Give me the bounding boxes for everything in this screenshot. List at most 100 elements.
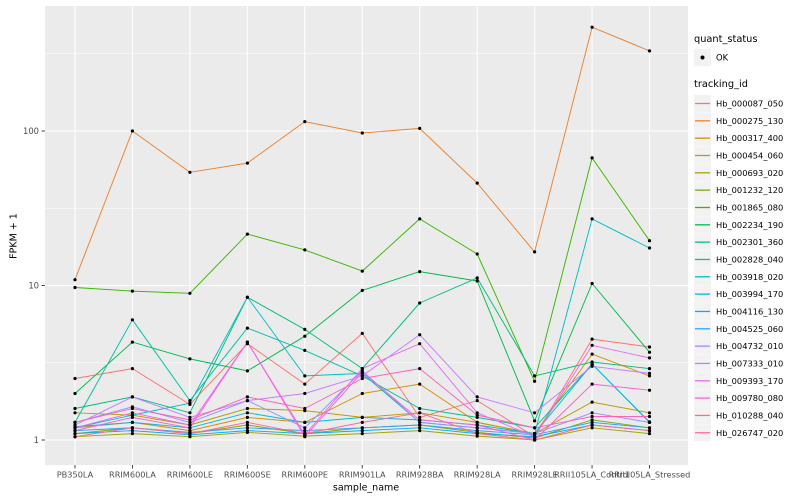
data-point <box>475 429 479 433</box>
data-point <box>475 434 479 438</box>
data-point <box>360 370 364 374</box>
legend-label-Hb_007333_010: Hb_007333_010 <box>716 358 783 368</box>
data-point <box>475 423 479 427</box>
data-point <box>647 356 652 360</box>
data-point <box>245 411 249 415</box>
data-point <box>475 426 479 430</box>
x-tick-label: RRIM928BA <box>396 470 444 480</box>
x-tick-label: RRIM600LA <box>109 470 156 480</box>
data-point <box>73 376 77 381</box>
data-point <box>73 391 77 396</box>
data-point <box>130 395 134 399</box>
data-point <box>590 156 594 160</box>
legend-label-Hb_009393_170: Hb_009393_170 <box>716 376 783 386</box>
data-point <box>647 426 652 430</box>
x-tick-label: RRIM928LA <box>454 470 501 480</box>
data-point <box>533 379 537 383</box>
data-point <box>418 411 422 415</box>
data-point <box>533 374 537 378</box>
data-point <box>360 415 364 419</box>
data-point <box>303 348 307 352</box>
legend-label-Hb_004116_130: Hb_004116_130 <box>716 306 783 316</box>
legend-label-Hb_000317_400: Hb_000317_400 <box>716 133 783 143</box>
data-point <box>647 374 652 378</box>
data-point <box>188 415 192 419</box>
data-point <box>130 406 134 411</box>
legend-label-Hb_002828_040: Hb_002828_040 <box>716 254 783 264</box>
data-point <box>303 120 307 124</box>
data-point <box>245 295 249 299</box>
data-point <box>360 429 364 433</box>
data-point <box>418 423 422 427</box>
x-tick-label: RRIM600SE <box>224 470 271 480</box>
data-point <box>130 289 134 293</box>
data-point <box>73 278 77 282</box>
x-tick-label: RRIM928LE <box>511 470 557 480</box>
data-point <box>130 432 134 436</box>
data-point <box>418 382 422 386</box>
data-point <box>188 401 192 405</box>
data-point <box>418 301 422 305</box>
data-point <box>590 337 594 341</box>
legend-label-Hb_000087_050: Hb_000087_050 <box>716 99 783 109</box>
data-point <box>533 250 537 254</box>
data-point <box>590 281 594 286</box>
data-point <box>475 420 479 424</box>
data-point <box>303 435 307 439</box>
data-point <box>130 318 134 322</box>
data-point <box>245 420 249 424</box>
legend-title-tracking-id: tracking_id <box>694 79 748 90</box>
legend-label-Hb_004732_010: Hb_004732_010 <box>716 341 783 351</box>
data-point <box>533 432 537 436</box>
data-point <box>418 406 422 411</box>
legend-label-Hb_000275_130: Hb_000275_130 <box>716 116 783 126</box>
data-point <box>360 131 364 135</box>
data-point <box>245 429 249 433</box>
legend-label-quant-status: OK <box>716 53 729 63</box>
data-point <box>360 331 364 335</box>
data-point <box>475 252 479 256</box>
data-point <box>303 334 307 338</box>
data-point <box>303 432 307 436</box>
legend-label-Hb_002234_190: Hb_002234_190 <box>716 220 783 230</box>
data-point <box>475 415 479 419</box>
data-point <box>303 420 307 424</box>
data-point <box>188 170 192 174</box>
data-point <box>188 357 192 361</box>
data-point <box>418 126 422 130</box>
data-point <box>303 429 307 433</box>
data-point <box>418 429 422 433</box>
data-point <box>475 395 479 399</box>
data-point <box>475 181 479 185</box>
data-point <box>188 420 192 424</box>
data-point <box>188 426 192 430</box>
legend-label-Hb_000693_020: Hb_000693_020 <box>716 168 783 178</box>
data-point <box>418 333 422 337</box>
legend-label-Hb_001865_080: Hb_001865_080 <box>716 202 783 212</box>
legend-label-Hb_000454_060: Hb_000454_060 <box>716 150 783 160</box>
y-tick-label: 1 <box>34 435 39 445</box>
data-point <box>188 432 192 436</box>
legend-point-glyph <box>700 55 705 60</box>
data-point <box>188 423 192 427</box>
legend-label-Hb_003994_170: Hb_003994_170 <box>716 289 783 299</box>
data-point <box>590 364 594 368</box>
data-point <box>360 426 364 430</box>
data-point <box>245 340 249 344</box>
data-point <box>245 426 249 430</box>
data-point <box>245 423 249 427</box>
data-point <box>73 406 77 411</box>
data-point <box>130 129 134 133</box>
data-point <box>73 435 77 439</box>
x-tick-label: RRII105LA_Stressed <box>609 470 691 480</box>
x-tick-label: RRIM600PE <box>281 470 328 480</box>
legend-label-Hb_004525_060: Hb_004525_060 <box>716 324 783 334</box>
legend-label-Hb_003918_020: Hb_003918_020 <box>716 272 783 282</box>
data-point <box>130 413 134 417</box>
data-point <box>590 400 594 404</box>
data-point <box>360 420 364 424</box>
y-tick-label: 100 <box>23 126 39 136</box>
data-point <box>188 411 192 415</box>
data-point <box>73 432 77 436</box>
data-point <box>590 418 594 422</box>
